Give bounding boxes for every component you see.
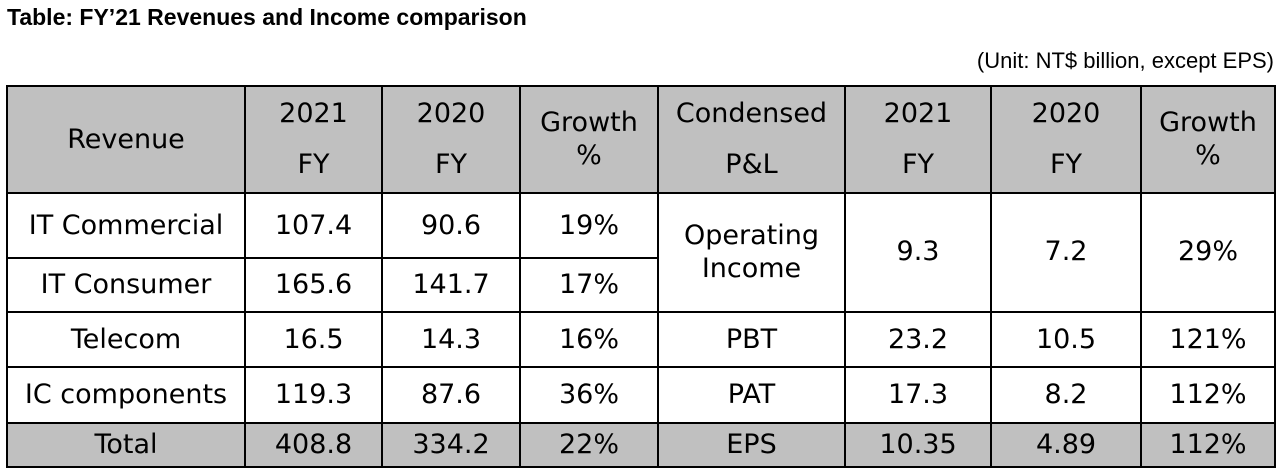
header-growth: Growth% [519, 85, 659, 194]
total-fy2021-cell: 408.8 [244, 421, 383, 469]
pl-item-cell: PAT [657, 366, 846, 424]
pl-fy2021-cell: 23.2 [844, 310, 992, 369]
unit-note: (Unit: NT$ billion, except EPS) [976, 48, 1274, 73]
pl-growth-cell: 29% [1140, 191, 1276, 313]
pl-growth-cell: 121% [1140, 310, 1276, 369]
fy2021-cell: 119.3 [244, 366, 383, 424]
table-row: IT Consumer 165.6 141.7 17% [6, 257, 1275, 313]
growth-cell: 16% [519, 310, 659, 369]
pl-fy2020-cell: 4.89 [990, 421, 1142, 469]
header-2021-fy: 2021 FY [244, 85, 383, 194]
segment-cell: Telecom [6, 310, 246, 369]
header-revenue: Revenue [6, 85, 246, 194]
header-row: Revenue 2021 FY 2020 FY Growth% Condensed P… [6, 85, 1276, 194]
total-growth-cell: 22% [519, 421, 659, 469]
table-row: IT Commercial 107.4 90.6 19% Operating In… [6, 191, 1276, 313]
growth-cell: 36% [519, 366, 659, 424]
revenue-income-table: Revenue 2021 FY 2020 FY Growth% Condensed P… [6, 85, 1276, 469]
pl-fy2020-cell: 8.2 [990, 366, 1142, 424]
pl-item-cell: Operating Income [657, 191, 846, 313]
pl-fy2021-cell: 9.3 [844, 191, 992, 313]
pl-fy2020-cell: 7.2 [990, 191, 1142, 313]
segment-cell: IC components [6, 366, 246, 424]
total-fy2020-cell: 334.2 [381, 421, 521, 469]
segment-cell: IT Consumer [6, 257, 246, 313]
pl-growth-cell: 112% [1140, 421, 1276, 469]
growth-cell: 17% [519, 257, 659, 313]
pl-fy2021-cell: 17.3 [844, 366, 992, 424]
pl-fy2021-cell: 10.35 [844, 421, 992, 469]
header-condensed-pl: Condensed P&L [657, 85, 846, 194]
pl-fy2020-cell: 10.5 [990, 310, 1142, 369]
total-row: Total 408.8 334.2 22% EPS 10.35 4.89 112… [6, 421, 1276, 469]
pl-item-cell: PBT [657, 310, 846, 369]
fy2021-cell: 107.4 [244, 191, 383, 260]
fy2020-cell: 14.3 [381, 310, 521, 369]
table-title: Table: FY’21 Revenues and Income compari… [7, 4, 527, 30]
pl-growth-cell: 112% [1140, 366, 1276, 424]
total-label: Total [6, 421, 246, 469]
fy2020-cell: 90.6 [381, 191, 521, 260]
header-2020-fy-pl: 2020 FY [990, 85, 1142, 194]
header-2020-fy: 2020 FY [381, 85, 521, 194]
segment-cell: IT Commercial [6, 191, 246, 260]
fy2021-cell: 165.6 [244, 257, 383, 313]
fy2021-cell: 16.5 [244, 310, 383, 369]
growth-cell: 19% [519, 191, 659, 260]
table-row: IC components 119.3 87.6 36% PAT 17.3 8.… [6, 366, 1276, 424]
header-growth-pl: Growth% [1140, 85, 1276, 194]
pl-item-cell: EPS [657, 421, 846, 469]
fy2020-cell: 141.7 [381, 257, 521, 313]
header-2021-fy-pl: 2021 FY [844, 85, 992, 194]
table-row: Telecom 16.5 14.3 16% PBT 23.2 10.5 121% [6, 310, 1276, 369]
fy2020-cell: 87.6 [381, 366, 521, 424]
